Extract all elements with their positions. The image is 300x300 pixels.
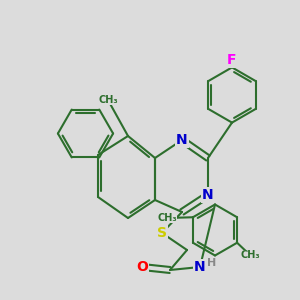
Text: N: N — [194, 260, 206, 274]
Text: CH₃: CH₃ — [157, 213, 177, 223]
Text: CH₃: CH₃ — [240, 250, 260, 260]
Text: CH₃: CH₃ — [98, 95, 118, 105]
Text: N: N — [176, 133, 188, 147]
Text: S: S — [157, 226, 167, 240]
Text: N: N — [202, 188, 214, 202]
Text: H: H — [207, 258, 216, 268]
Text: O: O — [136, 260, 148, 274]
Text: F: F — [227, 53, 237, 67]
